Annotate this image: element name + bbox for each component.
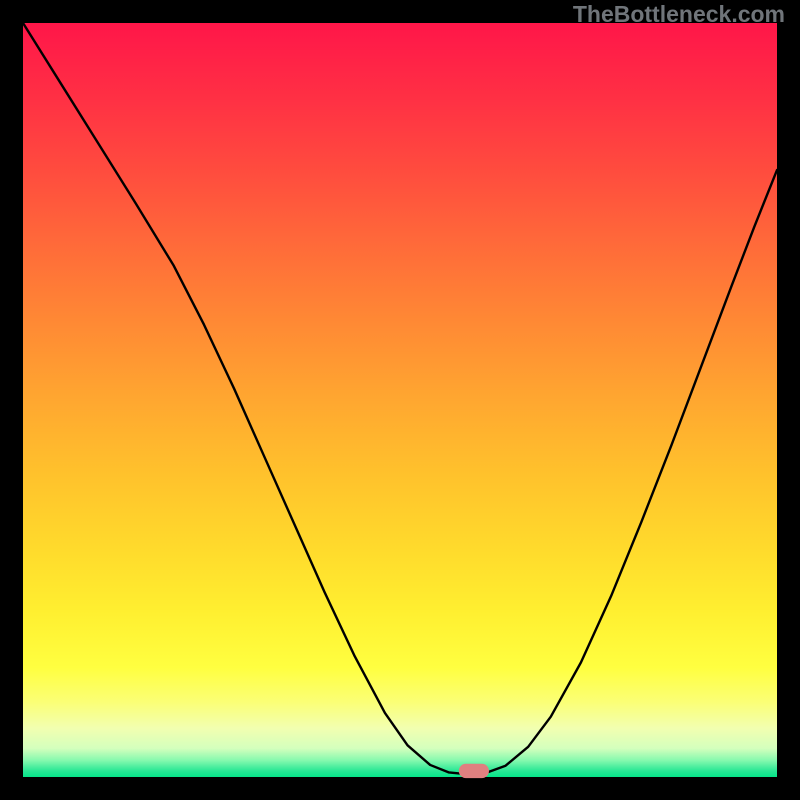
bottleneck-chart: TheBottleneck.com — [0, 0, 800, 800]
min-marker — [459, 764, 489, 778]
chart-background — [23, 23, 777, 777]
chart-svg — [0, 0, 800, 800]
